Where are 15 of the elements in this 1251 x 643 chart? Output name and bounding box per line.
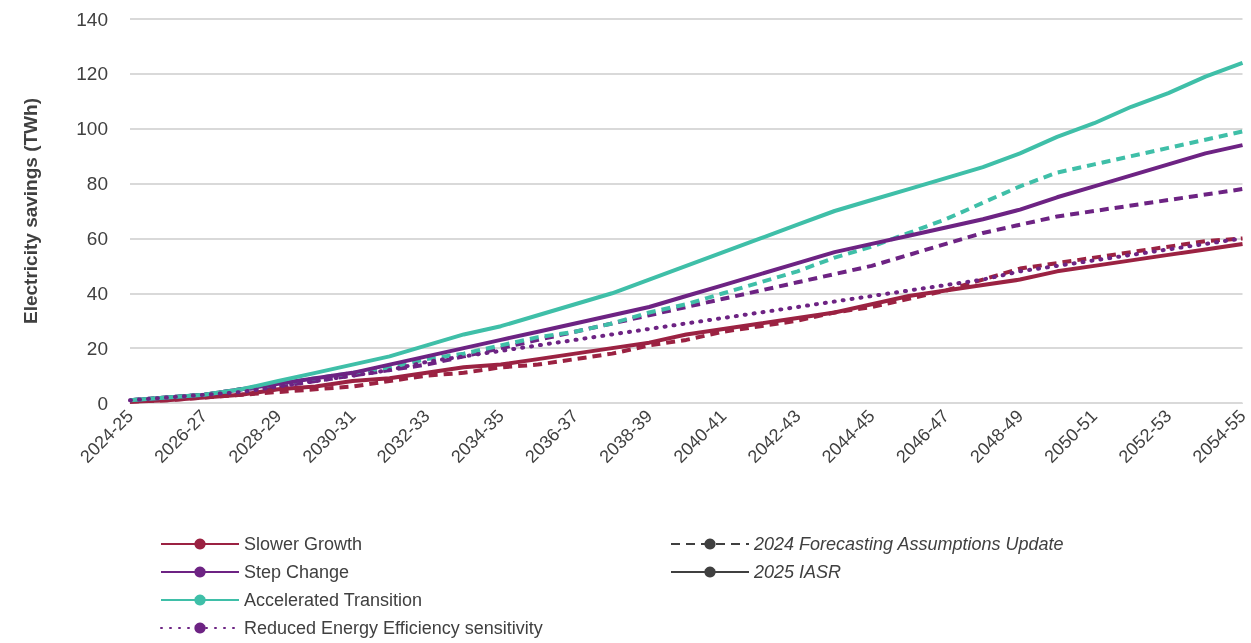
legend-label: Slower Growth [244, 534, 363, 554]
legend-label: Step Change [244, 562, 350, 582]
y-tick-label: 20 [86, 337, 108, 359]
y-tick-label: 0 [97, 392, 108, 414]
y-tick-label: 80 [86, 173, 108, 195]
legend-label: Reduced Energy Efficiency sensitivity [244, 618, 543, 638]
y-tick-label: 100 [76, 118, 108, 140]
y-tick-label: 120 [76, 63, 108, 85]
legend-label: 2024 Forecasting Assumptions Update [753, 534, 1064, 554]
y-tick-label: 140 [76, 8, 108, 30]
legend-label: Accelerated Transition [244, 590, 423, 610]
y-tick-label: 40 [86, 282, 108, 304]
y-tick-label: 60 [86, 227, 108, 249]
legend-label: 2025 IASR [753, 562, 842, 582]
y-axis-title: Electricity savings (TWh) [20, 98, 41, 324]
